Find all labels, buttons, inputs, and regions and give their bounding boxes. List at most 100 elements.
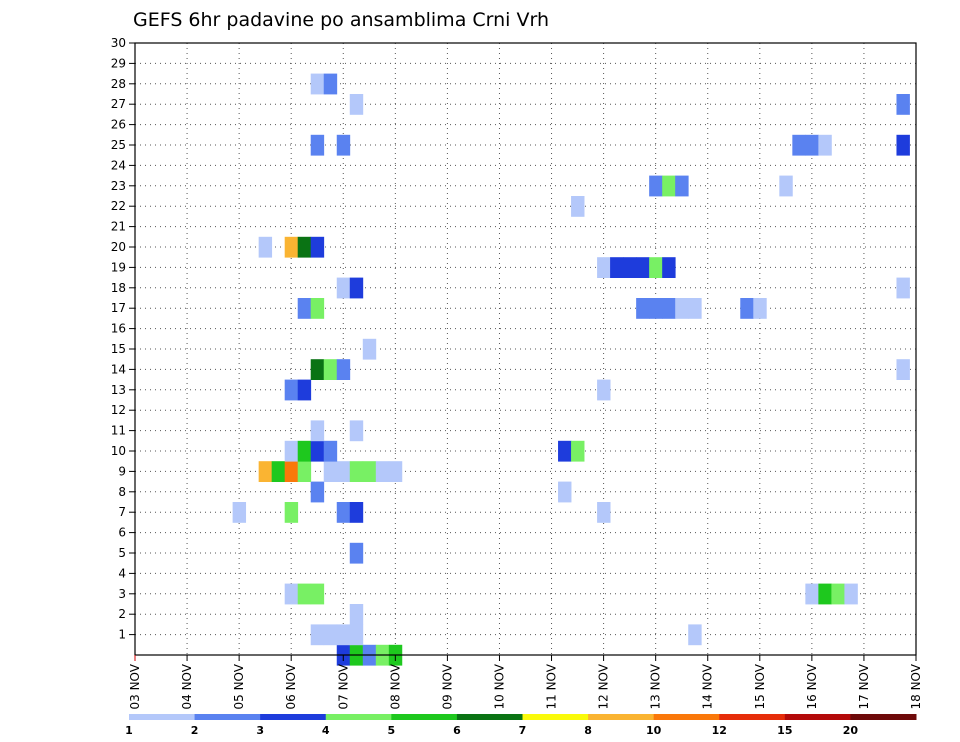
heatmap-cell	[258, 236, 273, 258]
x-tick-label: 17 NOV	[857, 663, 871, 709]
heatmap-cell	[649, 257, 663, 278]
colorbar-label: 20	[843, 724, 859, 737]
heatmap-cell	[597, 379, 611, 401]
heatmap-cell	[310, 134, 325, 156]
heatmap-cell	[649, 298, 663, 319]
y-tick-label: 9	[118, 464, 126, 478]
heatmap-cell	[571, 196, 585, 217]
y-axis: 1234567891011121314151617181920212223242…	[111, 36, 135, 642]
heatmap-cell	[597, 502, 611, 523]
heatmap-cell	[336, 359, 351, 380]
y-tick-label: 21	[111, 220, 126, 234]
heatmap-cells	[232, 73, 910, 666]
heatmap-cell	[349, 542, 364, 564]
colorbar-segment	[391, 714, 458, 720]
colorbar-segment	[194, 714, 261, 720]
heatmap-cell	[323, 359, 338, 380]
heatmap-cell	[818, 583, 832, 605]
heatmap-cell	[336, 277, 351, 299]
colorbar-legend: 1 2 3 4 5 6 7 8 10 12 15 20	[125, 714, 917, 737]
y-tick-label: 18	[111, 281, 126, 295]
x-tick-label: 12 NOV	[597, 663, 611, 709]
heatmap-cell	[349, 624, 364, 646]
heatmap-cell	[675, 298, 689, 319]
heatmap-cell	[740, 298, 754, 319]
y-tick-label: 10	[111, 444, 126, 458]
x-tick-label: 04 NOV	[180, 663, 194, 709]
x-tick-label: 11 NOV	[545, 663, 559, 709]
y-tick-label: 26	[111, 118, 126, 132]
x-tick-label: 05 NOV	[232, 663, 246, 709]
heatmap-cell	[284, 440, 299, 462]
heatmap-cell	[336, 461, 351, 482]
heatmap-cell	[271, 461, 286, 482]
colorbar-label: 4	[322, 724, 330, 737]
heatmap-cell	[805, 134, 819, 156]
heatmap-cell	[896, 277, 910, 299]
heatmap-cell	[558, 440, 572, 462]
heatmap-cell	[349, 502, 364, 523]
heatmap-cell	[284, 583, 299, 605]
colorbar-label: 12	[712, 724, 727, 737]
colorbar-segment	[456, 714, 523, 720]
y-tick-label: 7	[118, 505, 126, 519]
heatmap-cell	[662, 298, 676, 319]
heatmap-cell	[753, 298, 767, 319]
heatmap-cell	[375, 461, 390, 482]
heatmap-cell	[675, 175, 689, 197]
x-tick-label: 10 NOV	[492, 663, 506, 709]
heatmap-cell	[623, 257, 637, 278]
heatmap-cell	[896, 94, 910, 115]
y-tick-label: 24	[111, 158, 126, 172]
heatmap-cell	[831, 583, 845, 605]
heatmap-cell	[571, 440, 585, 462]
colorbar-segment	[522, 714, 589, 720]
heatmap-cell	[284, 461, 299, 482]
heatmap-cell	[779, 175, 793, 197]
y-tick-label: 17	[111, 301, 126, 315]
heatmap-cell	[349, 277, 364, 299]
heatmap-cell	[310, 583, 325, 605]
colorbar-label: 8	[584, 724, 592, 737]
y-tick-label: 29	[111, 56, 126, 70]
heatmap-cell	[284, 502, 299, 523]
heatmap-cell	[805, 583, 819, 605]
y-tick-label: 2	[118, 607, 126, 621]
colorbar-label: 6	[453, 724, 461, 737]
colorbar-segment	[260, 714, 327, 720]
y-tick-label: 11	[111, 424, 126, 438]
heatmap-cell	[636, 257, 650, 278]
heatmap-cell	[297, 440, 312, 462]
heatmap-cell	[323, 440, 338, 462]
heatmap-cell	[297, 298, 312, 319]
heatmap-cell	[662, 257, 676, 278]
heatmap-cell	[258, 461, 273, 482]
colorbar-label: 3	[256, 724, 264, 737]
x-tick-label: 18 NOV	[909, 663, 923, 709]
x-tick-label: 07 NOV	[336, 663, 350, 709]
heatmap-cell	[310, 359, 325, 380]
heatmap-cell	[688, 624, 702, 646]
y-tick-label: 15	[111, 342, 126, 356]
heatmap-cell	[636, 298, 650, 319]
heatmap-cell	[310, 298, 325, 319]
heatmap-cell	[844, 583, 858, 605]
heatmap-cell	[349, 420, 364, 442]
heatmap-cell	[349, 94, 364, 115]
colorbar-segment	[588, 714, 655, 720]
heatmap-cell	[388, 461, 403, 482]
y-tick-label: 13	[111, 383, 126, 397]
heatmap-cell	[297, 379, 312, 401]
x-axis: 03 NOV 04 NOV 05 NOV 06 NOV 07 NOV 08 NOV 09 N…	[128, 655, 923, 710]
colorbar-label: 1	[125, 724, 133, 737]
chart-title: GEFS 6hr padavine po ansamblima Crni Vrh	[133, 9, 549, 31]
y-tick-label: 6	[118, 526, 126, 540]
colorbar-label: 2	[191, 724, 199, 737]
colorbar-segment	[850, 714, 917, 720]
heatmap-cell	[310, 624, 325, 646]
heatmap-cell	[336, 134, 351, 156]
heatmap-cell	[792, 134, 806, 156]
colorbar-segment	[129, 714, 196, 720]
heatmap-cell	[362, 338, 377, 360]
